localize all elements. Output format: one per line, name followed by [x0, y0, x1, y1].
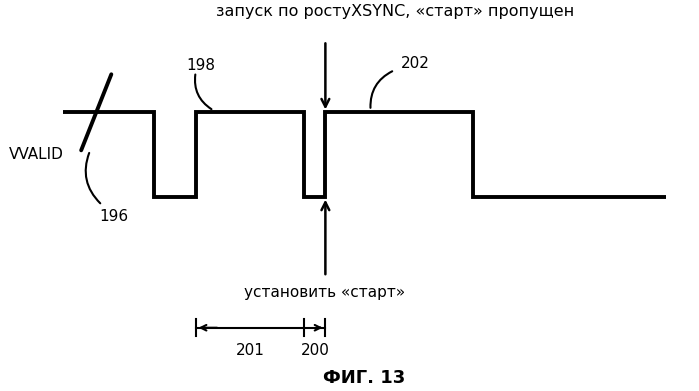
Text: ФИГ. 13: ФИГ. 13: [324, 369, 405, 387]
Text: 196: 196: [99, 210, 129, 224]
Text: 198: 198: [187, 58, 216, 74]
Text: 201: 201: [236, 343, 264, 358]
Text: запуск по ростуXSYNC, «старт» пропущен: запуск по ростуXSYNC, «старт» пропущен: [215, 4, 574, 20]
Text: VVALID: VVALID: [9, 147, 64, 162]
Text: установить «старт»: установить «старт»: [244, 285, 405, 301]
Text: 202: 202: [401, 56, 430, 71]
Text: 200: 200: [301, 343, 329, 358]
